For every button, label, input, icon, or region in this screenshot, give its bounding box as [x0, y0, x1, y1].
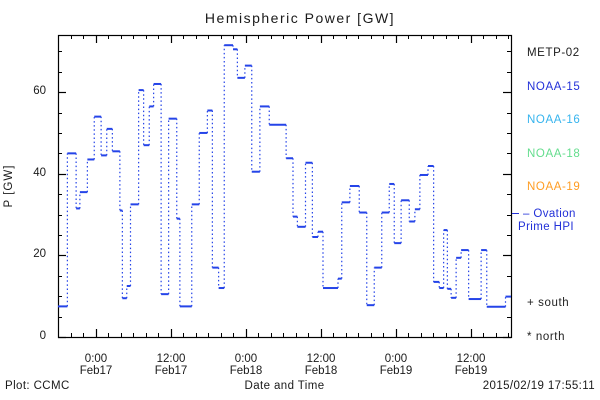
x-tick-time: 0:00: [234, 353, 258, 365]
x-tick-time: 12:00: [156, 353, 186, 365]
legend-item-metp-02: METP-02: [527, 47, 580, 59]
timestamp: 2015/02/19 17:55:11: [482, 380, 595, 392]
hpi-line-sample-icon: [512, 213, 519, 215]
x-tick-label: 0:00 Feb17: [61, 353, 131, 377]
x-tick-date: Feb17: [154, 365, 188, 377]
legend-item-noaa-19: NOAA-19: [527, 181, 581, 193]
legend-item-ovation-prime-hpi: – Ovation Prime HPI: [512, 208, 576, 233]
plot-credit: Plot: CCMC: [5, 380, 70, 392]
hpi-label-line1: – Ovation: [523, 208, 576, 220]
x-tick-date: Feb19: [379, 365, 413, 377]
x-tick-date: Feb18: [229, 365, 263, 377]
x-tick-label: 0:00 Feb19: [361, 353, 431, 377]
x-tick-label: 12:00 Feb18: [286, 353, 356, 377]
legend-item-north: * north: [527, 331, 566, 343]
x-tick-label: 0:00 Feb18: [211, 353, 281, 377]
legend-item-south: + south: [527, 297, 570, 309]
x-tick-time: 0:00: [384, 353, 408, 365]
hpi-label-line2: Prime HPI: [518, 220, 574, 233]
x-tick-label: 12:00 Feb17: [136, 353, 206, 377]
y-tick-label-20: 20: [33, 248, 46, 260]
x-tick-date: Feb17: [79, 365, 113, 377]
legend-item-noaa-18: NOAA-18: [527, 148, 581, 160]
x-tick-time: 12:00: [456, 353, 486, 365]
x-tick-time: 0:00: [84, 353, 108, 365]
legend-item-noaa-15: NOAA-15: [527, 81, 581, 93]
y-tick-label-60: 60: [33, 85, 46, 97]
x-tick-date: Feb18: [304, 365, 338, 377]
x-tick-label: 12:00 Feb19: [436, 353, 506, 377]
y-tick-label-40: 40: [33, 167, 46, 179]
chart-title: Hemispheric Power [GW]: [204, 10, 396, 26]
x-tick-date: Feb19: [454, 365, 488, 377]
y-axis-label: P [GW]: [3, 164, 15, 208]
x-axis-title: Date and Time: [244, 380, 325, 392]
legend-item-noaa-16: NOAA-16: [527, 114, 581, 126]
x-tick-time: 12:00: [306, 353, 336, 365]
y-tick-label-0: 0: [39, 330, 46, 342]
